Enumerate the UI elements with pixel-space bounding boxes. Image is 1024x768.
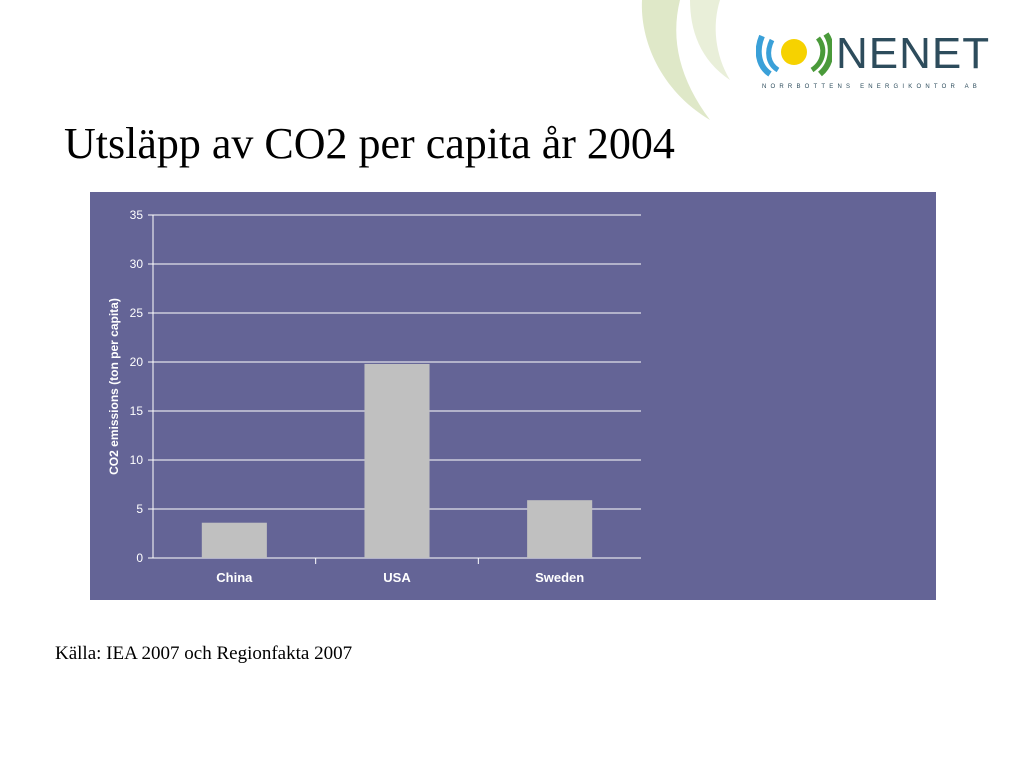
chart-area: 0 5 10 15 20 25 30 35 China USA Sweden CO2 emission… [90,192,936,600]
x-tick-label: USA [383,570,411,585]
y-tick-label: 20 [130,355,144,369]
x-tick-label: China [216,570,253,585]
bar-chart: 0 5 10 15 20 25 30 35 China USA Sweden CO2 emission… [107,208,641,585]
source-note: Källa: IEA 2007 och Regionfakta 2007 [55,643,353,664]
y-tick-label: 15 [130,404,144,418]
logo-emblem-icon [756,32,832,77]
bar-china [201,522,267,558]
bar-usa [364,363,430,558]
x-tick-label: Sweden [535,570,584,585]
y-tick-label: 30 [130,257,144,271]
nenet-logo: NENET NORRBOTTENS ENERGIKONTOR AB [756,30,996,100]
y-tick-label: 35 [130,208,144,222]
y-tick-label: 0 [136,551,143,565]
logo-subtitle: NORRBOTTENS ENERGIKONTOR AB [762,84,981,90]
y-tick-label: 5 [136,502,143,516]
leaf-decoration [641,0,730,120]
y-tick-label: 25 [130,306,144,320]
y-tick-label: 10 [130,453,144,467]
y-axis-label: CO2 emissions (ton per capita) [107,298,121,475]
bar-sweden [527,500,593,558]
logo-name: NENET [836,29,991,78]
slide-title: Utsläpp av CO2 per capita år 2004 [64,119,675,168]
